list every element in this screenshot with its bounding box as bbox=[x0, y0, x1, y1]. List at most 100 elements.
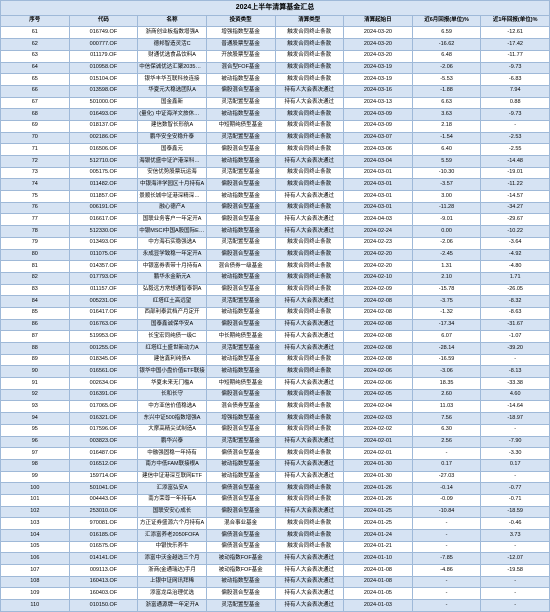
cell-name: 永成显学致稳一年定开A bbox=[138, 249, 207, 261]
cell-return-6m: 2.10 bbox=[412, 272, 481, 284]
cell-reason: 持有人大会表决通过 bbox=[275, 97, 344, 109]
cell-date: 2024-02-02 bbox=[344, 424, 413, 436]
table-row: 90016561.OF银华中国小盘价值ETF联接被动指数型基金触发合同终止条款2… bbox=[1, 366, 550, 378]
cell-seq: 101 bbox=[1, 494, 70, 506]
table-row: 109160403.OF添富龙岳治理优选偏股混合型基金持有人大会表决通过2024… bbox=[1, 588, 550, 600]
cell-code: 010958.OF bbox=[69, 62, 138, 74]
cell-reason: 触发合同终止条款 bbox=[275, 109, 344, 121]
cell-return-6m: -3.57 bbox=[412, 179, 481, 191]
cell-type: 被动指数FOF基金 bbox=[206, 553, 275, 565]
cell-name: 浙商(金通瑞达)手月 bbox=[138, 565, 207, 577]
cell-return-1y: -0.71 bbox=[481, 494, 550, 506]
table-row: 101004443.OF南方荣尊一年持有A偏债混合型基金触发合同终止条款2024… bbox=[1, 494, 550, 506]
cell-seq: 75 bbox=[1, 191, 70, 203]
cell-return-1y: -9.73 bbox=[481, 62, 550, 74]
cell-type: 偏股混合型基金 bbox=[206, 214, 275, 226]
cell-return-1y: 3.73 bbox=[481, 530, 550, 542]
cell-name: 弘毅远方常想通智泰铜A bbox=[138, 284, 207, 296]
cell-name: 南方荣尊一年持有A bbox=[138, 494, 207, 506]
cell-type: 开放股票型基金 bbox=[206, 50, 275, 62]
cell-name: 中银海洋学园区十月持有A bbox=[138, 179, 207, 191]
cell-date: 2024-02-24 bbox=[344, 226, 413, 238]
cell-return-1y: -31.67 bbox=[481, 319, 550, 331]
cell-seq: 69 bbox=[1, 120, 70, 132]
cell-reason: 持有人大会表决通过 bbox=[275, 436, 344, 448]
cell-date: 2024-01-25 bbox=[344, 518, 413, 530]
cell-date: 2024-03-20 bbox=[344, 27, 413, 39]
cell-code: 010150.OF bbox=[69, 600, 138, 612]
cell-return-1y: - bbox=[481, 354, 550, 366]
cell-reason: 触发合同终止条款 bbox=[275, 167, 344, 179]
cell-return-1y: - bbox=[481, 588, 550, 600]
cell-name: 华夏元大稳选团队A bbox=[138, 85, 207, 97]
cell-return-1y: -12.61 bbox=[481, 27, 550, 39]
cell-reason: 触发合同终止条款 bbox=[275, 483, 344, 495]
cell-reason: 持有人大会表决通过 bbox=[275, 506, 344, 518]
cell-return-6m: 2.18 bbox=[412, 120, 481, 132]
cell-name: 国泰鑫诚保华安A bbox=[138, 319, 207, 331]
cell-name: 中银富券表带十月持有A bbox=[138, 261, 207, 273]
table-title-row: 2024上半年清算基金汇总 bbox=[1, 1, 550, 16]
cell-type: 被动指数型基金 bbox=[206, 74, 275, 86]
cell-code: 009113.OF bbox=[69, 565, 138, 577]
cell-type: 灵活配置型基金 bbox=[206, 436, 275, 448]
cell-return-6m: -3.06 bbox=[412, 366, 481, 378]
cell-reason: 持有人大会表决通过 bbox=[275, 576, 344, 588]
cell-return-1y: - bbox=[481, 120, 550, 132]
cell-reason: 触发合同终止条款 bbox=[275, 424, 344, 436]
cell-code: 512330.OF bbox=[69, 226, 138, 238]
cell-code: 005231.OF bbox=[69, 296, 138, 308]
cell-code: 000777.OF bbox=[69, 39, 138, 51]
cell-return-6m: -28.14 bbox=[412, 343, 481, 355]
cell-return-6m: - bbox=[412, 576, 481, 588]
table-header-row: 序号 代码 名称 投资类型 清算类型 清算起始日 近6月回报(单位)% 近1年回… bbox=[1, 15, 550, 27]
cell-return-6m: -3.75 bbox=[412, 296, 481, 308]
cell-return-6m: -1.32 bbox=[412, 307, 481, 319]
cell-reason: 持有人大会表决通过 bbox=[275, 378, 344, 390]
cell-date: 2024-02-08 bbox=[344, 343, 413, 355]
cell-reason: 持有人大会表决通过 bbox=[275, 296, 344, 308]
cell-return-1y: 4.60 bbox=[481, 389, 550, 401]
cell-return-6m: -10.84 bbox=[412, 506, 481, 518]
cell-code: 014357.OF bbox=[69, 261, 138, 273]
cell-seq: 96 bbox=[1, 436, 70, 448]
cell-return-1y: -17.42 bbox=[481, 39, 550, 51]
col-header-reason: 清算类型 bbox=[275, 15, 344, 27]
cell-reason: 持有人大会表决通过 bbox=[275, 319, 344, 331]
cell-type: 被动指数型基金 bbox=[206, 354, 275, 366]
cell-code: 002634.OF bbox=[69, 378, 138, 390]
cell-seq: 78 bbox=[1, 226, 70, 238]
cell-name: 汇添富养老2050FOFA bbox=[138, 530, 207, 542]
cell-return-6m: - bbox=[412, 448, 481, 460]
table-row: 95017596.OF大摩高精尖试制造A偏股混合型基金触发合同终止条款2024-… bbox=[1, 424, 550, 436]
cell-date: 2024-01-26 bbox=[344, 494, 413, 506]
cell-reason: 持有人大会表决通过 bbox=[275, 214, 344, 226]
table-row: 110010150.OF浙富通源牌一年定开A灵活配置型基金持有人大会表决通过20… bbox=[1, 600, 550, 612]
cell-date: 2024-03-06 bbox=[344, 144, 413, 156]
cell-name: 银华中国小盘价值ETF联接 bbox=[138, 366, 207, 378]
cell-type: 被动指数型基金 bbox=[206, 226, 275, 238]
cell-return-1y: -4.80 bbox=[481, 261, 550, 273]
cell-type: 偏股混合型基金 bbox=[206, 85, 275, 97]
table-row: 94016321.OF东兴中证500指数增强A增强指数型基金触发合同终止条款20… bbox=[1, 413, 550, 425]
cell-code: 160403.OF bbox=[69, 588, 138, 600]
cell-date: 2024-02-01 bbox=[344, 436, 413, 448]
cell-name: 中融强固稳一年持有 bbox=[138, 448, 207, 460]
cell-name: 中方亚信价值稳选A bbox=[138, 401, 207, 413]
cell-name: 景顺长城中证港深精深龙工主题ETF bbox=[138, 191, 207, 203]
cell-return-1y: -8.63 bbox=[481, 307, 550, 319]
cell-name: 财通优选食品饮料A bbox=[138, 50, 207, 62]
cell-date: 2024-01-30 bbox=[344, 471, 413, 483]
cell-reason: 触发合同终止条款 bbox=[275, 366, 344, 378]
cell-seq: 81 bbox=[1, 261, 70, 273]
cell-seq: 84 bbox=[1, 296, 70, 308]
cell-seq: 73 bbox=[1, 167, 70, 179]
cell-return-1y: -11.77 bbox=[481, 50, 550, 62]
cell-code: 016575.OF bbox=[69, 541, 138, 553]
cell-return-1y: -19.58 bbox=[481, 565, 550, 577]
cell-reason: 触发合同终止条款 bbox=[275, 401, 344, 413]
cell-return-6m: 6.40 bbox=[412, 144, 481, 156]
cell-type: 混合债券一级基金 bbox=[206, 261, 275, 273]
cell-code: 016391.OF bbox=[69, 389, 138, 401]
cell-seq: 71 bbox=[1, 144, 70, 156]
